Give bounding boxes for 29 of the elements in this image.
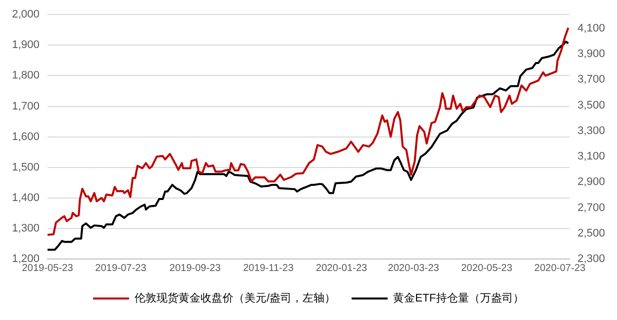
x-tick-label: 2019-09-23 [170, 262, 222, 274]
y-tick-label: 1,900 [12, 39, 40, 52]
y-tick-label: 1,500 [12, 161, 40, 174]
y2-tick-label: 3,300 [577, 124, 606, 137]
y2-tick-label: 3,900 [577, 48, 606, 60]
y2-tick-label: 2,700 [577, 202, 606, 214]
y2-tick-label: 2,500 [577, 227, 606, 240]
y-tick-label: 2,000 [12, 8, 40, 21]
x-tick-label: 2019-05-23 [22, 262, 74, 274]
x-tick-label: 2019-11-23 [243, 262, 294, 274]
x-tick-label: 2020-05-23 [461, 262, 513, 274]
y-tick-label: 1,700 [12, 100, 40, 112]
y-tick-label: 1,600 [12, 130, 40, 143]
y-tick-label: 1,400 [12, 192, 40, 204]
y2-tick-label: 4,100 [577, 22, 606, 34]
y-tick-label: 1,300 [12, 222, 40, 234]
y2-tick-label: 3,100 [577, 150, 606, 163]
y2-tick-label: 2,900 [577, 176, 606, 188]
y-tick-label: 1,800 [12, 70, 40, 82]
y2-tick-label: 3,700 [577, 74, 606, 86]
y2-tick-label: 3,500 [577, 99, 606, 112]
x-tick-label: 2020-07-23 [534, 262, 586, 274]
y2-tick-label: 2,300 [577, 253, 606, 266]
x-tick-label: 2020-01-23 [316, 262, 368, 274]
legend-label: 黄金ETF持仓量（万盎司） [393, 292, 524, 305]
x-tick-label: 2019-07-23 [95, 262, 147, 274]
y-tick-label: 1,200 [12, 253, 40, 266]
x-tick-label: 2020-03-23 [388, 262, 440, 274]
legend-label: 伦敦现货黄金收盘价（美元/盎司，左轴） [134, 292, 336, 305]
